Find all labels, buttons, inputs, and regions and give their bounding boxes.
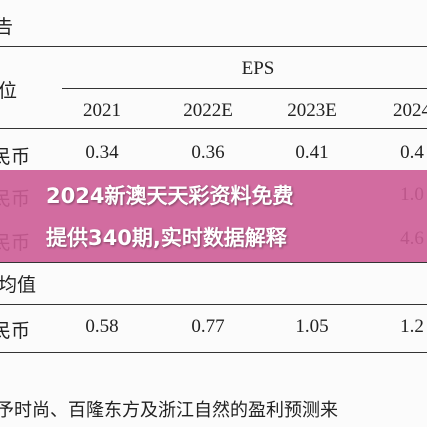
rule: [0, 46, 427, 47]
cell: 0.41: [295, 142, 329, 163]
cell: 0.4: [400, 142, 424, 163]
rule: [0, 128, 427, 129]
corner-text: 告: [0, 17, 14, 38]
cell: 0.34: [85, 142, 119, 163]
cell: 0.77: [191, 316, 225, 337]
rule: [0, 262, 427, 263]
unit-label: 位: [0, 81, 18, 102]
banner[interactable]: [0, 170, 427, 262]
row-label: 民币: [0, 321, 31, 342]
column-header: 2022E: [183, 100, 233, 121]
rule: [62, 88, 427, 89]
row-label: 均值: [0, 275, 37, 296]
rule: [0, 304, 427, 305]
row-label: 民币: [0, 147, 31, 168]
banner-line[interactable]: 提供340期,实时数据解释: [46, 226, 287, 250]
column-header: 2021: [83, 100, 121, 121]
column-header: 2024: [393, 100, 427, 121]
column-header: 2023E: [287, 100, 337, 121]
cell: 0.36: [191, 142, 225, 163]
group-header: EPS: [241, 58, 275, 79]
cell: 1.05: [295, 316, 329, 337]
rule: [0, 352, 427, 353]
cell: 1.2: [400, 316, 424, 337]
cell: 0.58: [85, 316, 119, 337]
footnote: 予时尚、百隆东方及浙江自然的盈利预测来: [0, 400, 338, 420]
banner-line[interactable]: 2024新澳天天彩资料免费: [46, 184, 294, 208]
